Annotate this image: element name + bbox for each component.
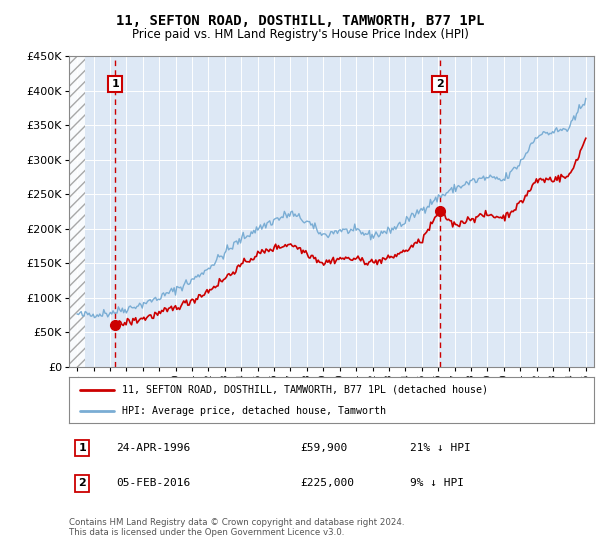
Text: 2: 2 [78,478,86,488]
Text: 1: 1 [78,443,86,452]
Text: 21% ↓ HPI: 21% ↓ HPI [410,443,471,452]
Text: 11, SEFTON ROAD, DOSTHILL, TAMWORTH, B77 1PL (detached house): 11, SEFTON ROAD, DOSTHILL, TAMWORTH, B77… [121,385,487,395]
Text: 9% ↓ HPI: 9% ↓ HPI [410,478,464,488]
Text: £59,900: £59,900 [300,443,347,452]
Text: 11, SEFTON ROAD, DOSTHILL, TAMWORTH, B77 1PL: 11, SEFTON ROAD, DOSTHILL, TAMWORTH, B77… [116,14,484,28]
Bar [69,56,85,367]
Text: 05-FEB-2016: 05-FEB-2016 [116,478,191,488]
Text: 2: 2 [436,79,443,89]
Text: Price paid vs. HM Land Registry's House Price Index (HPI): Price paid vs. HM Land Registry's House … [131,28,469,41]
Text: 24-APR-1996: 24-APR-1996 [116,443,191,452]
Text: 1: 1 [111,79,119,89]
Text: £225,000: £225,000 [300,478,354,488]
Text: Contains HM Land Registry data © Crown copyright and database right 2024.
This d: Contains HM Land Registry data © Crown c… [69,518,404,538]
Text: HPI: Average price, detached house, Tamworth: HPI: Average price, detached house, Tamw… [121,407,386,416]
